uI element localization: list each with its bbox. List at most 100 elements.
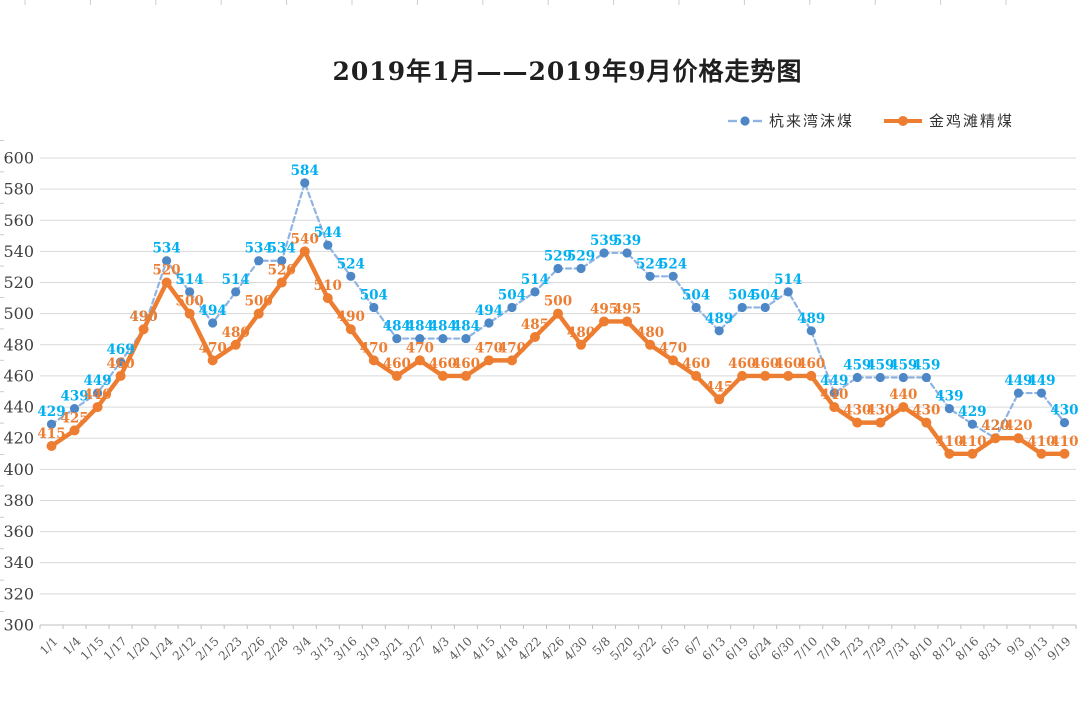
svg-text:504: 504	[728, 287, 756, 303]
svg-text:9/19: 9/19	[1045, 634, 1074, 663]
svg-text:500: 500	[544, 294, 572, 310]
dashed-series-marker-icon	[728, 115, 762, 126]
svg-text:2/15: 2/15	[193, 634, 222, 663]
svg-text:4/22: 4/22	[515, 634, 544, 663]
svg-text:440: 440	[889, 387, 917, 403]
svg-text:2/12: 2/12	[170, 634, 199, 663]
svg-text:400: 400	[3, 460, 34, 479]
svg-text:7/29: 7/29	[860, 634, 889, 663]
svg-text:439: 439	[60, 389, 88, 405]
svg-text:1/24: 1/24	[147, 634, 176, 663]
svg-text:470: 470	[406, 340, 434, 356]
svg-text:504: 504	[751, 287, 779, 303]
legend-item-hanglaiwan[interactable]: 杭来湾沫煤	[728, 110, 854, 131]
svg-text:534: 534	[153, 241, 181, 257]
svg-text:5/22: 5/22	[630, 634, 659, 663]
svg-text:504: 504	[682, 287, 710, 303]
svg-text:584: 584	[291, 163, 319, 179]
svg-text:489: 489	[705, 311, 733, 327]
svg-text:460: 460	[429, 356, 457, 372]
svg-text:544: 544	[314, 225, 342, 241]
svg-text:440: 440	[83, 387, 111, 403]
svg-text:5/20: 5/20	[607, 634, 636, 663]
svg-text:484: 484	[429, 319, 457, 335]
svg-text:514: 514	[222, 272, 250, 288]
svg-text:490: 490	[130, 309, 158, 325]
svg-text:449: 449	[83, 373, 111, 389]
svg-text:459: 459	[889, 357, 917, 373]
svg-text:495: 495	[613, 301, 641, 317]
svg-text:500: 500	[176, 294, 204, 310]
svg-text:490: 490	[337, 309, 365, 325]
svg-text:380: 380	[3, 491, 34, 510]
svg-text:1/20: 1/20	[124, 634, 153, 663]
legend: 杭来湾沫煤 金鸡滩精煤	[728, 110, 1014, 131]
svg-text:520: 520	[153, 263, 181, 279]
svg-text:2/28: 2/28	[262, 634, 291, 663]
svg-text:484: 484	[406, 319, 434, 335]
svg-text:439: 439	[935, 389, 963, 405]
svg-text:415: 415	[37, 426, 65, 442]
svg-text:514: 514	[774, 272, 802, 288]
svg-text:540: 540	[291, 231, 319, 247]
svg-text:534: 534	[268, 241, 296, 257]
svg-text:489: 489	[797, 311, 825, 327]
svg-text:470: 470	[659, 340, 687, 356]
svg-text:430: 430	[1050, 403, 1078, 419]
svg-text:460: 460	[3, 366, 34, 385]
svg-text:440: 440	[3, 398, 34, 417]
svg-text:470: 470	[199, 340, 227, 356]
legend-item-jinjitan[interactable]: 金鸡滩精煤	[884, 110, 1014, 131]
svg-text:470: 470	[475, 340, 503, 356]
svg-text:6/19: 6/19	[722, 634, 751, 663]
svg-text:320: 320	[3, 584, 34, 603]
svg-text:504: 504	[360, 287, 388, 303]
svg-text:410: 410	[1050, 434, 1078, 450]
svg-text:410: 410	[958, 434, 986, 450]
svg-text:459: 459	[866, 357, 894, 373]
svg-text:504: 504	[498, 287, 526, 303]
svg-text:449: 449	[1004, 373, 1032, 389]
svg-text:300: 300	[3, 616, 34, 635]
svg-text:4/18: 4/18	[492, 634, 521, 663]
svg-text:520: 520	[3, 273, 34, 292]
svg-text:459: 459	[843, 357, 871, 373]
svg-text:3/19: 3/19	[354, 634, 383, 663]
svg-text:460: 460	[728, 356, 756, 372]
svg-text:520: 520	[268, 263, 296, 279]
svg-text:470: 470	[360, 340, 388, 356]
svg-text:539: 539	[590, 233, 618, 249]
svg-text:500: 500	[3, 304, 34, 323]
svg-text:480: 480	[222, 325, 250, 341]
svg-text:7/10: 7/10	[791, 634, 820, 663]
svg-text:1/17: 1/17	[101, 634, 130, 663]
svg-text:4/30: 4/30	[561, 634, 590, 663]
svg-text:460: 460	[452, 356, 480, 372]
svg-text:460: 460	[751, 356, 779, 372]
svg-text:510: 510	[314, 278, 342, 294]
svg-text:360: 360	[3, 522, 34, 541]
svg-text:3/13: 3/13	[308, 634, 337, 663]
svg-text:8/10: 8/10	[907, 634, 936, 663]
svg-text:440: 440	[820, 387, 848, 403]
svg-text:480: 480	[636, 325, 664, 341]
svg-text:560: 560	[3, 211, 34, 230]
svg-text:494: 494	[475, 303, 503, 319]
svg-text:514: 514	[521, 272, 549, 288]
svg-text:460: 460	[797, 356, 825, 372]
svg-text:445: 445	[705, 379, 733, 395]
svg-text:494: 494	[199, 303, 227, 319]
legend-label-hanglaiwan: 杭来湾沫煤	[769, 112, 855, 130]
svg-text:7/18: 7/18	[814, 634, 843, 663]
svg-text:7/31: 7/31	[883, 634, 912, 663]
svg-text:340: 340	[3, 553, 34, 572]
svg-text:539: 539	[613, 233, 641, 249]
svg-text:484: 484	[383, 319, 411, 335]
svg-text:485: 485	[521, 317, 549, 333]
svg-text:3/16: 3/16	[331, 634, 360, 663]
svg-text:469: 469	[106, 342, 134, 358]
svg-text:540: 540	[3, 242, 34, 261]
svg-text:9/13: 9/13	[1022, 634, 1051, 663]
